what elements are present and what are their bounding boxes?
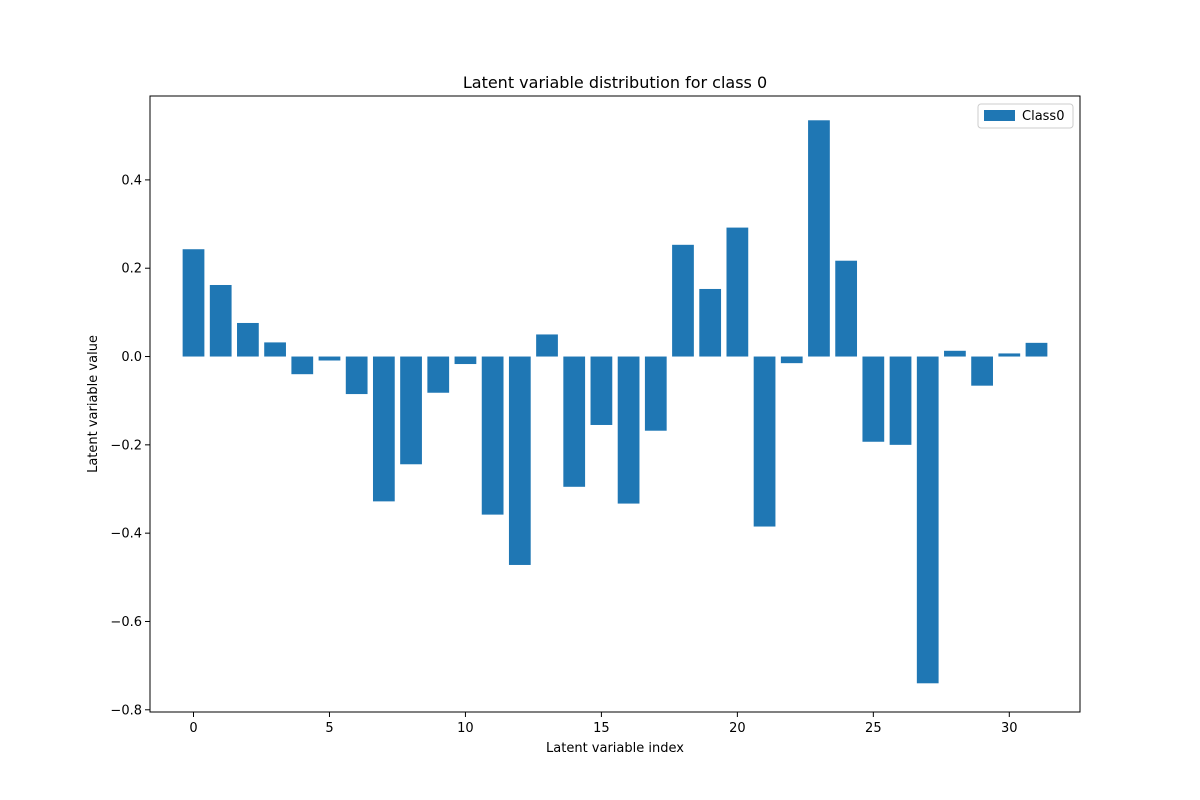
bar-8 [400, 356, 422, 465]
y-tick-label: −0.2 [110, 438, 142, 453]
bar-20 [726, 227, 749, 357]
y-tick-label: −0.4 [110, 527, 142, 542]
bar-14 [563, 356, 586, 487]
chart-title: Latent variable distribution for class 0 [463, 73, 767, 92]
x-axis-label: Latent variable index [546, 741, 684, 756]
bar-28 [944, 350, 966, 357]
legend: Class0 [977, 103, 1074, 129]
x-tick-label: 0 [189, 721, 197, 736]
bar-2 [237, 322, 259, 357]
y-tick-label: −0.6 [110, 615, 142, 630]
bar-6 [345, 356, 368, 395]
bar-29 [971, 356, 993, 386]
bar-22 [780, 356, 803, 364]
bar-30 [998, 353, 1021, 357]
bar-31 [1025, 342, 1048, 357]
x-tick-label: 25 [865, 721, 882, 736]
y-axis-label: Latent variable value [86, 335, 101, 473]
bar-12 [508, 356, 531, 565]
legend-swatch [984, 110, 1015, 121]
y-tick-label: 0.4 [121, 173, 142, 188]
bar-3 [264, 342, 286, 357]
bar-19 [699, 288, 722, 357]
plot-frame [149, 95, 1081, 713]
legend-label: Class0 [1022, 109, 1064, 124]
bar-25 [862, 356, 885, 442]
bar-18 [672, 244, 694, 357]
y-tick-label: 0.2 [121, 262, 142, 277]
bar-16 [617, 356, 640, 504]
bar-7 [372, 356, 395, 502]
bar-1 [209, 284, 232, 357]
bar-17 [644, 356, 667, 431]
bar-10 [454, 356, 477, 365]
bar-26 [889, 356, 912, 445]
bar-27 [916, 356, 939, 684]
bar-0 [182, 249, 205, 357]
bar-5 [318, 356, 341, 361]
bar-4 [291, 356, 314, 375]
x-tick-label: 20 [729, 721, 746, 736]
y-tick-label: 0.0 [121, 350, 142, 365]
bar-9 [427, 356, 450, 393]
bar-13 [536, 334, 558, 357]
bar-24 [835, 260, 858, 357]
bar-15 [590, 356, 613, 425]
bar-21 [753, 356, 776, 527]
x-tick-label: 10 [457, 721, 474, 736]
bar-11 [481, 356, 504, 515]
bars-group [182, 120, 1048, 684]
y-axis-ticks: −0.8 −0.6 −0.4 −0.2 0.0 0.2 0.4 [110, 173, 150, 718]
x-tick-label: 5 [325, 721, 333, 736]
x-tick-label: 15 [593, 721, 610, 736]
x-axis-ticks: 0 5 10 15 20 25 30 [189, 712, 1018, 736]
bar-23 [808, 120, 830, 357]
x-tick-label: 30 [1001, 721, 1018, 736]
y-tick-label: −0.8 [110, 703, 142, 718]
